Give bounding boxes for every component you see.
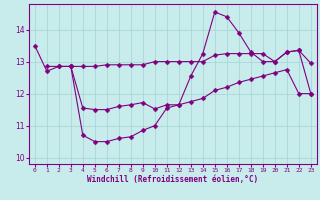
X-axis label: Windchill (Refroidissement éolien,°C): Windchill (Refroidissement éolien,°C) [87,175,258,184]
